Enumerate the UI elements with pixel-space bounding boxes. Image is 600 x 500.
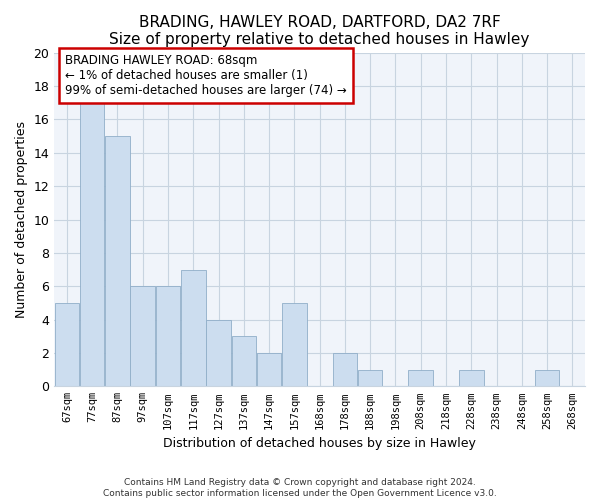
Bar [55,303,79,386]
Bar [409,370,433,386]
Title: BRADING, HAWLEY ROAD, DARTFORD, DA2 7RF
Size of property relative to detached ho: BRADING, HAWLEY ROAD, DARTFORD, DA2 7RF … [109,15,530,48]
Text: Contains HM Land Registry data © Crown copyright and database right 2024.
Contai: Contains HM Land Registry data © Crown c… [103,478,497,498]
Bar [282,303,307,386]
Bar [232,336,256,386]
Bar [156,286,180,386]
Bar [332,353,357,386]
Bar [105,136,130,386]
Y-axis label: Number of detached properties: Number of detached properties [15,121,28,318]
Bar [459,370,484,386]
Bar [130,286,155,386]
Bar [80,103,104,387]
Bar [358,370,382,386]
Text: BRADING HAWLEY ROAD: 68sqm
← 1% of detached houses are smaller (1)
99% of semi-d: BRADING HAWLEY ROAD: 68sqm ← 1% of detac… [65,54,347,98]
Bar [257,353,281,386]
Bar [181,270,206,386]
X-axis label: Distribution of detached houses by size in Hawley: Distribution of detached houses by size … [163,437,476,450]
Bar [206,320,231,386]
Bar [535,370,559,386]
